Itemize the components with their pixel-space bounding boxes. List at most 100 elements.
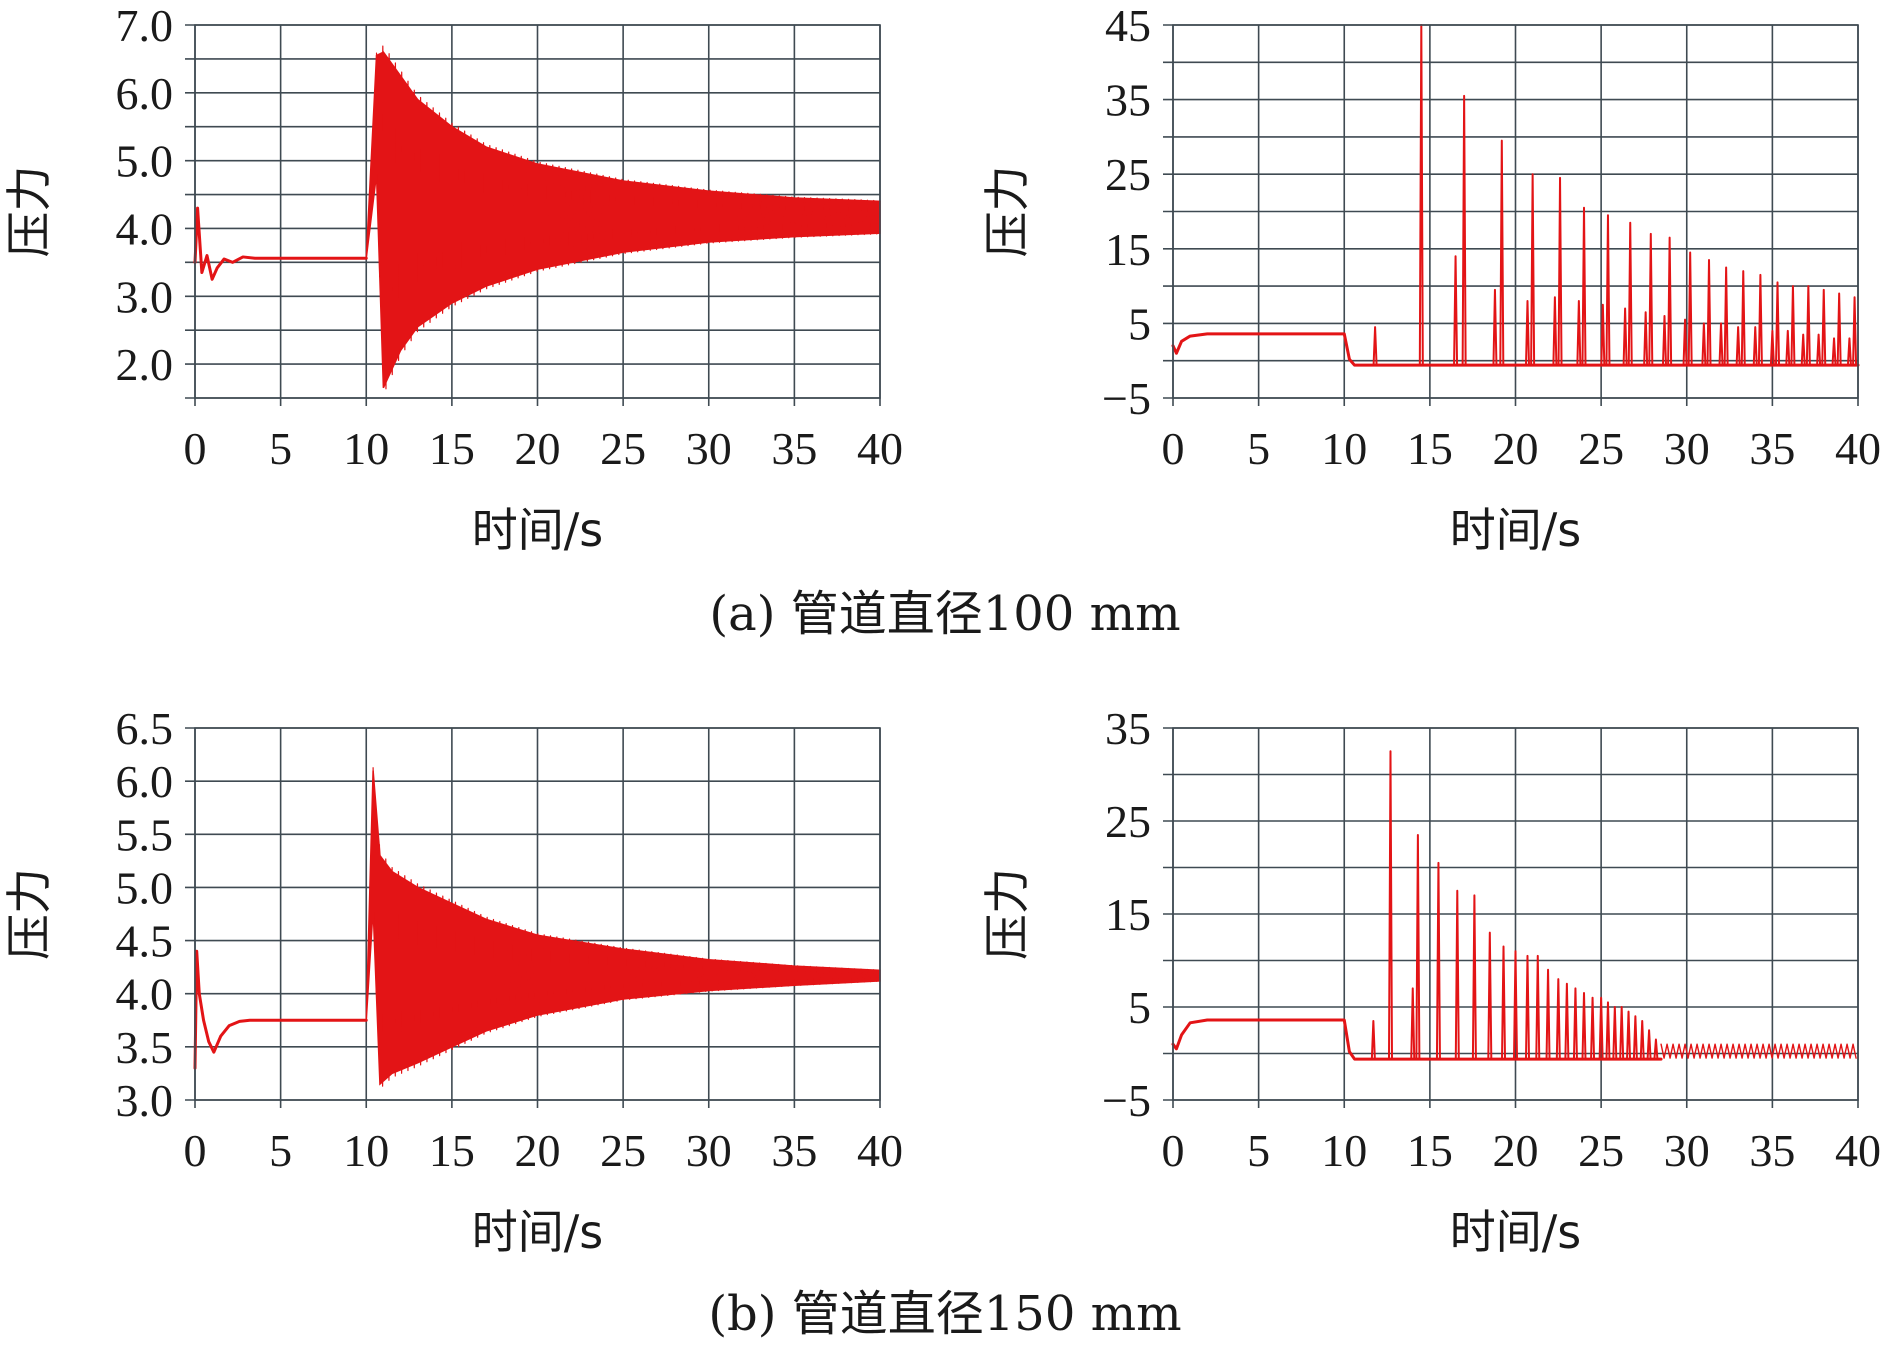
series-spike — [1661, 314, 1667, 367]
series-spike — [1530, 173, 1536, 367]
series-spike — [1499, 139, 1505, 367]
series-spike — [1372, 326, 1378, 367]
series-spike — [1687, 251, 1693, 367]
series-spike — [1564, 982, 1570, 1061]
series-spike — [1524, 954, 1530, 1061]
y-tick-label: 5.0 — [116, 136, 174, 187]
x-tick-label: 20 — [515, 423, 561, 474]
series-spike — [1735, 326, 1741, 367]
series-spike — [1667, 236, 1673, 367]
series-spike — [1535, 954, 1541, 1061]
series-spike — [1831, 337, 1837, 367]
series-spike — [1626, 1010, 1632, 1061]
series-spike — [1682, 318, 1688, 367]
x-tick-label: 40 — [857, 1125, 903, 1176]
series-spike — [1572, 987, 1578, 1061]
series-spike — [1740, 270, 1746, 367]
series — [1171, 24, 1860, 367]
x-axis-label: 时间/s — [472, 1205, 603, 1259]
chart-a-left: 2.0 3.0 4.0 5.0 6.0 7.0 0 5 10 15 20 25 30 35 40 时间/s 压力 — [2, 0, 903, 557]
x-tick-label: 5 — [269, 1125, 292, 1176]
y-tick-label: 15 — [1105, 889, 1151, 940]
x-tick-label: 5 — [1247, 423, 1270, 474]
x-tick-label: 0 — [184, 423, 207, 474]
y-tick-label: 25 — [1105, 149, 1151, 200]
x-tick-label: 5 — [1247, 1125, 1270, 1176]
series-spike — [1418, 24, 1424, 367]
series-spike — [1757, 273, 1763, 367]
series-spike — [1836, 292, 1842, 367]
series-spike — [1612, 1006, 1618, 1061]
series-spike — [1598, 996, 1604, 1061]
series-steady-line — [193, 949, 368, 1070]
x-tick-label: 30 — [1664, 423, 1710, 474]
series-spike — [1723, 266, 1729, 367]
x-tick-label: 35 — [771, 1125, 817, 1176]
x-tick-label: 30 — [686, 1125, 732, 1176]
x-tick-label: 40 — [857, 423, 903, 474]
series-spike — [1415, 833, 1421, 1061]
series-spike — [1576, 300, 1582, 367]
x-tick-label: 40 — [1835, 1125, 1881, 1176]
series-spike — [1648, 232, 1654, 367]
series-spike — [1775, 281, 1781, 367]
series-spike — [1454, 889, 1460, 1061]
chart-b-left: 3.03.54.04.55.05.56.06.5 0 5 10 15 20 25 30 35 40… — [2, 703, 903, 1259]
y-tick-label: 35 — [1105, 703, 1151, 754]
series-spike — [1435, 861, 1441, 1061]
series-spike — [1643, 311, 1649, 367]
x-tick-label: 15 — [429, 1125, 475, 1176]
y-tick-label: 6.5 — [116, 703, 174, 754]
y-tick-label: 15 — [1105, 224, 1151, 275]
plot-frame — [194, 727, 881, 1101]
x-tick-label: 40 — [1835, 423, 1881, 474]
series-spike — [1653, 1038, 1659, 1061]
x-tick-label: 35 — [1749, 1125, 1795, 1176]
series — [193, 45, 881, 390]
series-spike — [1632, 1015, 1638, 1061]
y-tick-label: 7.0 — [116, 0, 174, 51]
series-spike — [1581, 992, 1587, 1061]
x-tick-label: 20 — [515, 1125, 561, 1176]
y-tick-label: −5 — [1102, 1075, 1151, 1126]
series-spike — [1816, 333, 1822, 367]
y-axis-label: 压力 — [980, 166, 1034, 258]
series-spike — [1461, 94, 1467, 367]
y-tick-label: −5 — [1102, 373, 1151, 424]
x-axis-label: 时间/s — [1450, 1205, 1581, 1259]
series-spike — [1524, 300, 1530, 367]
y-tick-label: 4.0 — [116, 203, 174, 254]
x-tick-label: 20 — [1493, 423, 1539, 474]
y-axis-label: 压力 — [2, 868, 56, 960]
series-spike — [1600, 303, 1606, 367]
x-tick-label: 10 — [1321, 423, 1367, 474]
series-spike — [1487, 931, 1493, 1061]
y-tick-label: 6.0 — [116, 68, 174, 119]
y-tick-label: 3.0 — [116, 1075, 174, 1126]
x-tick-label: 25 — [1578, 1125, 1624, 1176]
x-tick-label: 30 — [1664, 1125, 1710, 1176]
y-tick-label: 6.0 — [116, 756, 174, 807]
series-baseline — [1171, 332, 1860, 367]
y-tick-label: 5.0 — [116, 862, 174, 913]
x-tick-label: 25 — [600, 1125, 646, 1176]
series-spike — [1800, 333, 1806, 367]
caption-a: (a) 管道直径100 mm — [709, 586, 1180, 642]
y-tick-label: 3.5 — [116, 1022, 174, 1073]
series — [1171, 750, 1857, 1061]
series-spike — [1453, 255, 1459, 367]
y-tick-label: 4.5 — [116, 916, 174, 967]
x-tick-label: 35 — [1749, 423, 1795, 474]
series-spike — [1513, 950, 1518, 1061]
y-tick-label: 45 — [1105, 0, 1151, 51]
y-tick-label: 35 — [1105, 75, 1151, 126]
series-spike — [1605, 214, 1611, 367]
series-spike — [1492, 288, 1498, 367]
grid — [1163, 727, 1859, 1108]
series-spike — [1590, 996, 1596, 1061]
y-tick-label: 2.0 — [116, 339, 174, 390]
x-tick-label: 10 — [343, 423, 389, 474]
series-spike — [1501, 945, 1507, 1061]
series-spike — [1387, 750, 1393, 1061]
